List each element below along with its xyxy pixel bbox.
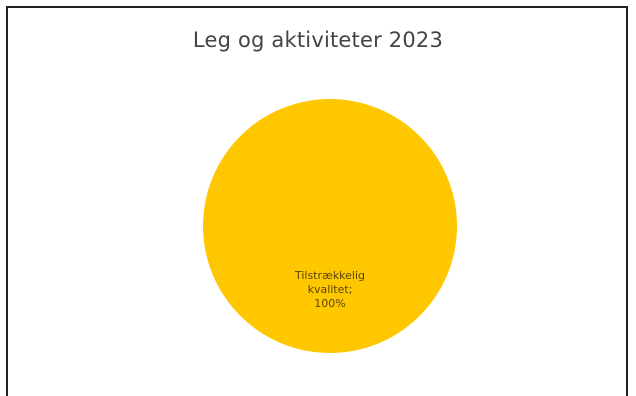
slice-label-line: Tilstrækkelig [294, 269, 365, 282]
slice-label: Tilstrækkelig kvalitet; 100% [294, 269, 365, 310]
slice-label-line: 100% [314, 297, 345, 310]
chart-title: Leg og aktiviteter 2023 [192, 28, 444, 52]
pie-slice [203, 99, 457, 353]
slice-label-line: kvalitet; [308, 283, 353, 296]
